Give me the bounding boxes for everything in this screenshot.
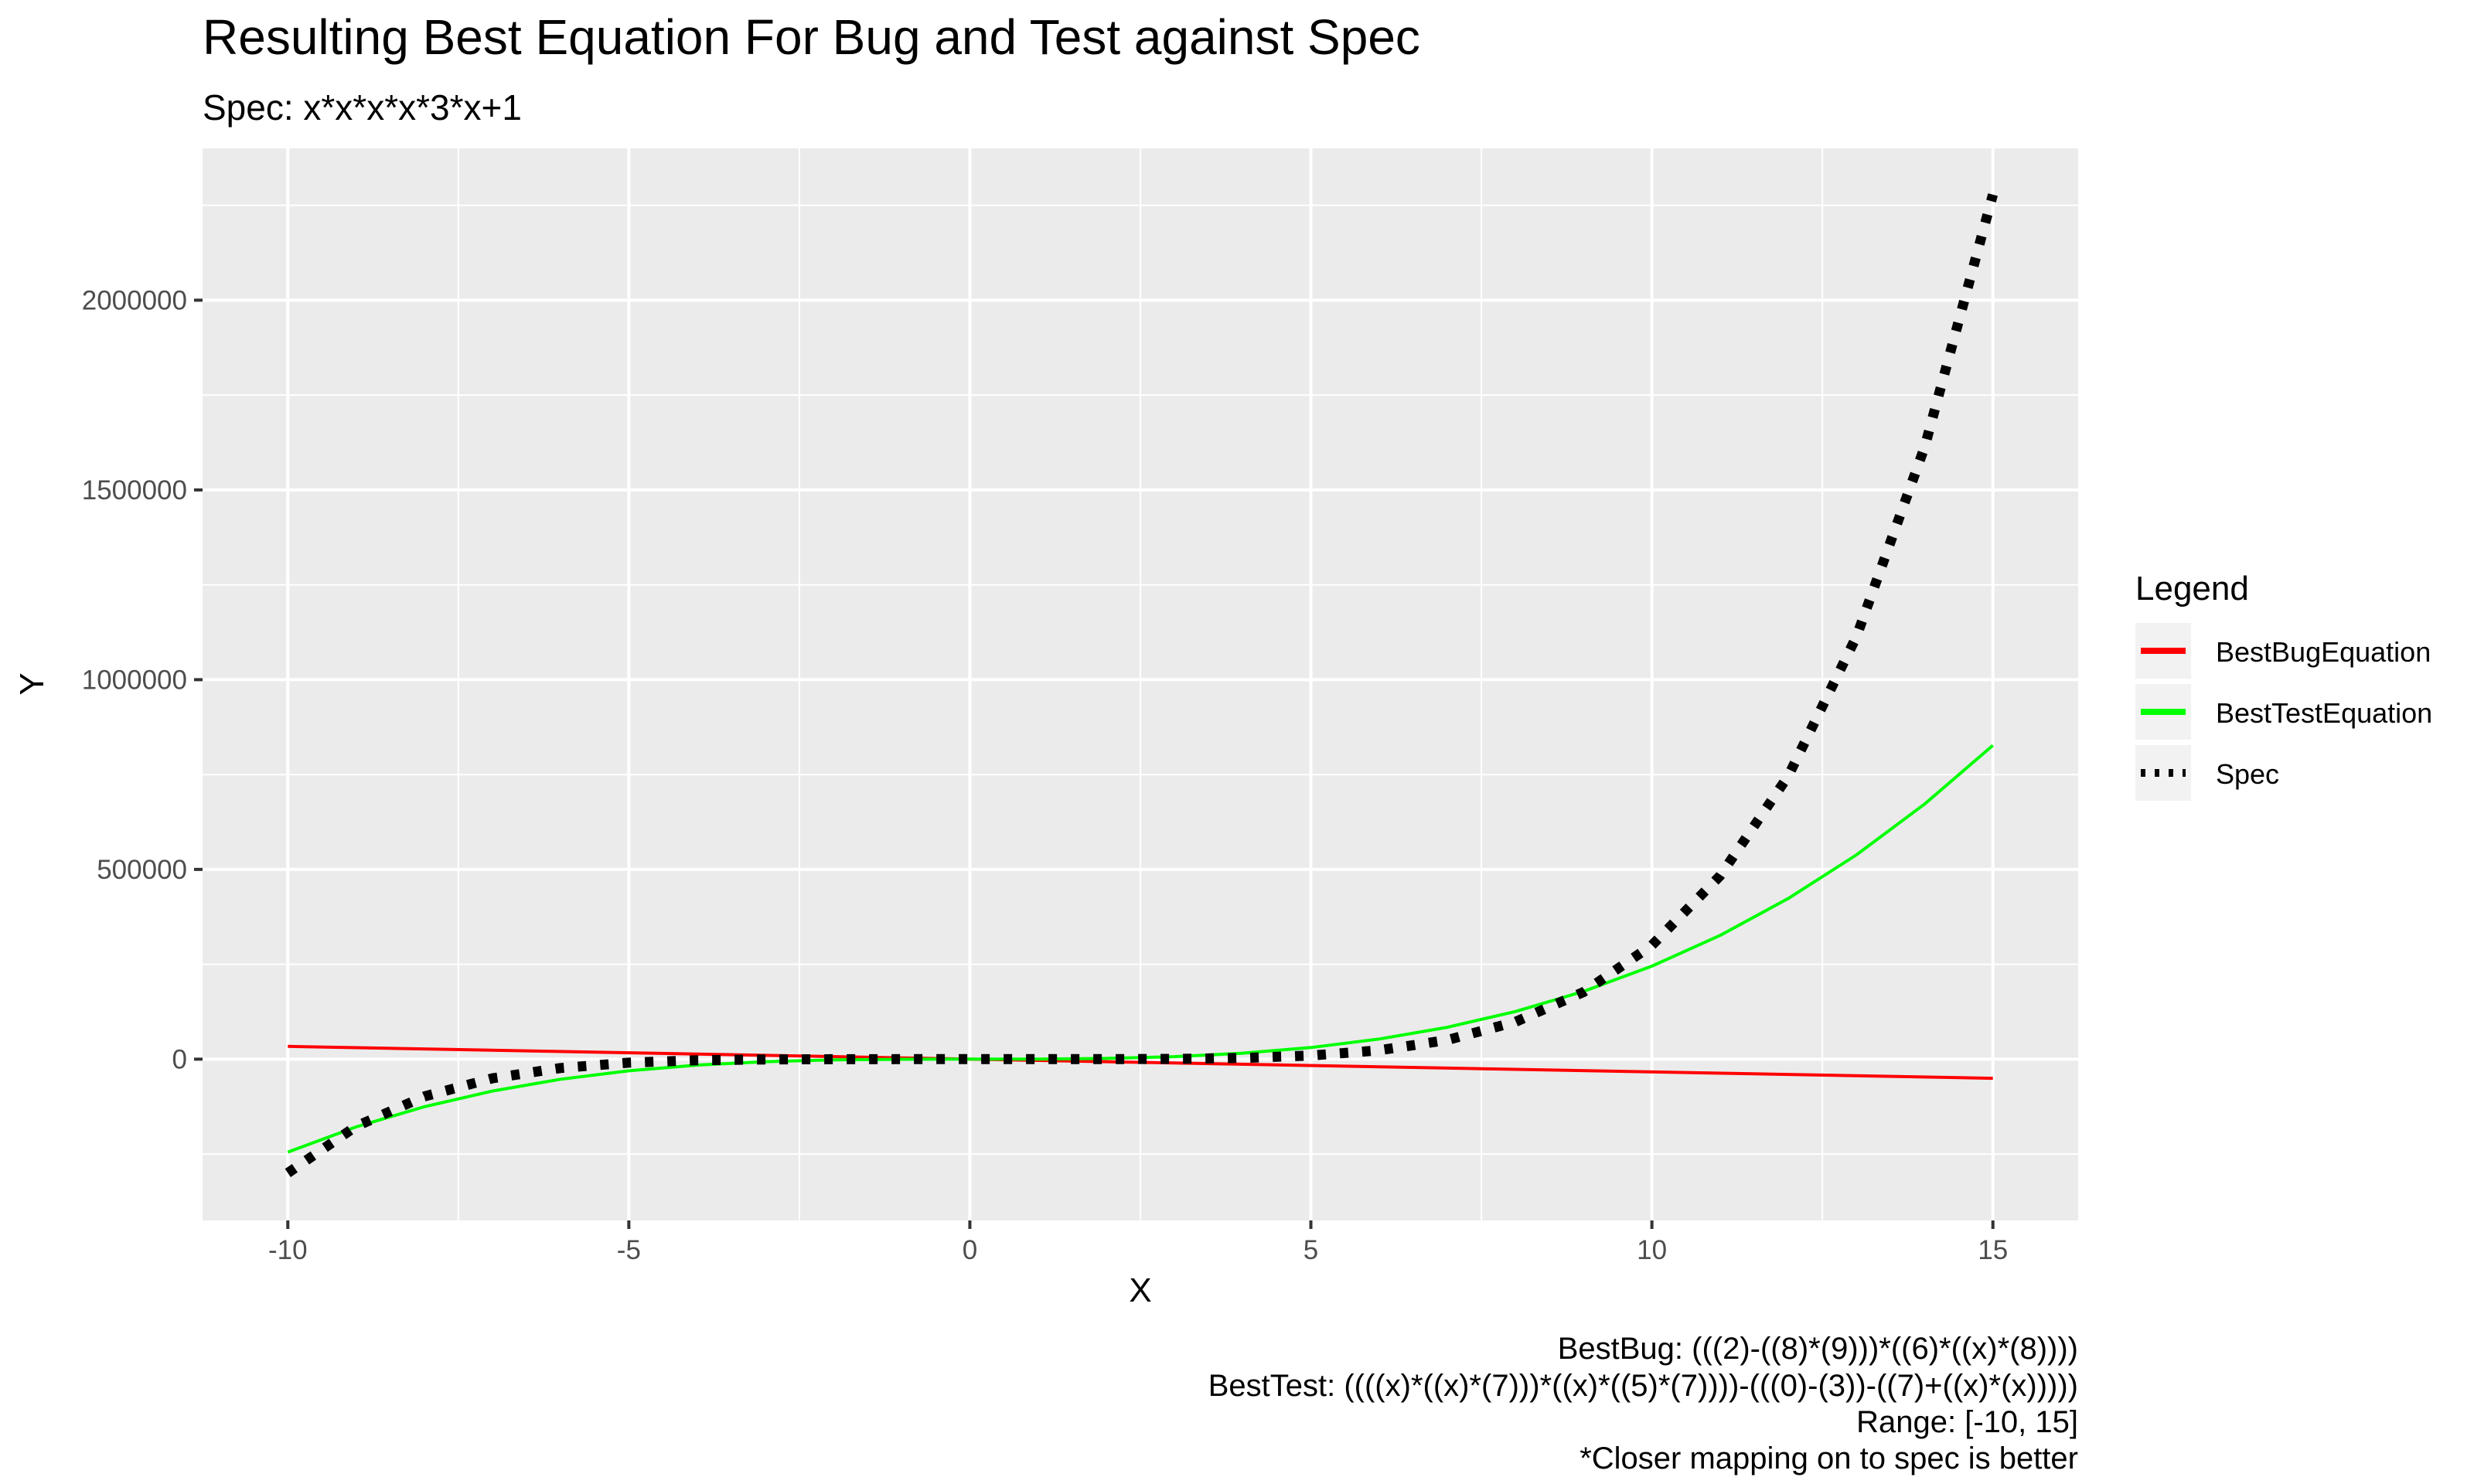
x-tick-label: -10 — [268, 1235, 308, 1265]
y-tick-label: 1500000 — [82, 475, 187, 505]
x-tick-label: 0 — [963, 1235, 977, 1265]
grid-major — [203, 148, 2078, 1220]
caption-bestbug: BestBug: (((2)-((8)*(9)))*((6)*((x)*(8))… — [1558, 1332, 2078, 1366]
legend-item-label: BestBugEquation — [2216, 636, 2431, 668]
caption-range: Range: [-10, 15] — [1856, 1405, 2078, 1439]
legend: Legend BestBugEquation BestTestEquation … — [2135, 570, 2432, 801]
grid-minor — [203, 148, 2078, 1220]
x-tick-label: 10 — [1637, 1235, 1667, 1265]
y-tick-label: 2000000 — [82, 285, 187, 315]
legend-item-label: BestTestEquation — [2216, 697, 2432, 729]
series-line-spec — [285, 193, 1998, 1177]
legend-item-bestbugequation: BestBugEquation — [2135, 623, 2431, 679]
caption-block: BestBug: (((2)-((8)*(9)))*((6)*((x)*(8))… — [1208, 1332, 2078, 1475]
legend-item-label: Spec — [2216, 758, 2279, 790]
legend-item-spec: Spec — [2135, 745, 2279, 801]
axis-ticks — [194, 298, 1995, 1229]
y-tick-label: 500000 — [97, 855, 187, 885]
x-tick-label: -5 — [617, 1235, 641, 1265]
x-tick-label: 5 — [1303, 1235, 1318, 1265]
y-tick-label: 0 — [172, 1044, 187, 1074]
x-tick-labels: -10 -5 0 5 10 15 — [268, 1235, 2008, 1265]
series-layer — [285, 193, 1998, 1177]
x-axis-title: X — [1129, 1271, 1151, 1309]
legend-title: Legend — [2135, 570, 2249, 608]
x-tick-label: 15 — [1978, 1235, 2008, 1265]
y-tick-labels: 0 500000 1000000 1500000 2000000 — [82, 285, 187, 1074]
chart-title: Resulting Best Equation For Bug and Test… — [203, 9, 1420, 65]
caption-besttest: BestTest: ((((x)*((x)*(7)))*((x)*((5)*(7… — [1208, 1369, 2078, 1403]
legend-item-besttestequation: BestTestEquation — [2135, 684, 2432, 740]
y-tick-label: 1000000 — [82, 665, 187, 695]
chart-subtitle: Spec: x*x*x*x*3*x+1 — [203, 87, 522, 128]
y-axis-title: Y — [13, 672, 51, 695]
caption-note: *Closer mapping on to spec is better — [1579, 1441, 2078, 1475]
